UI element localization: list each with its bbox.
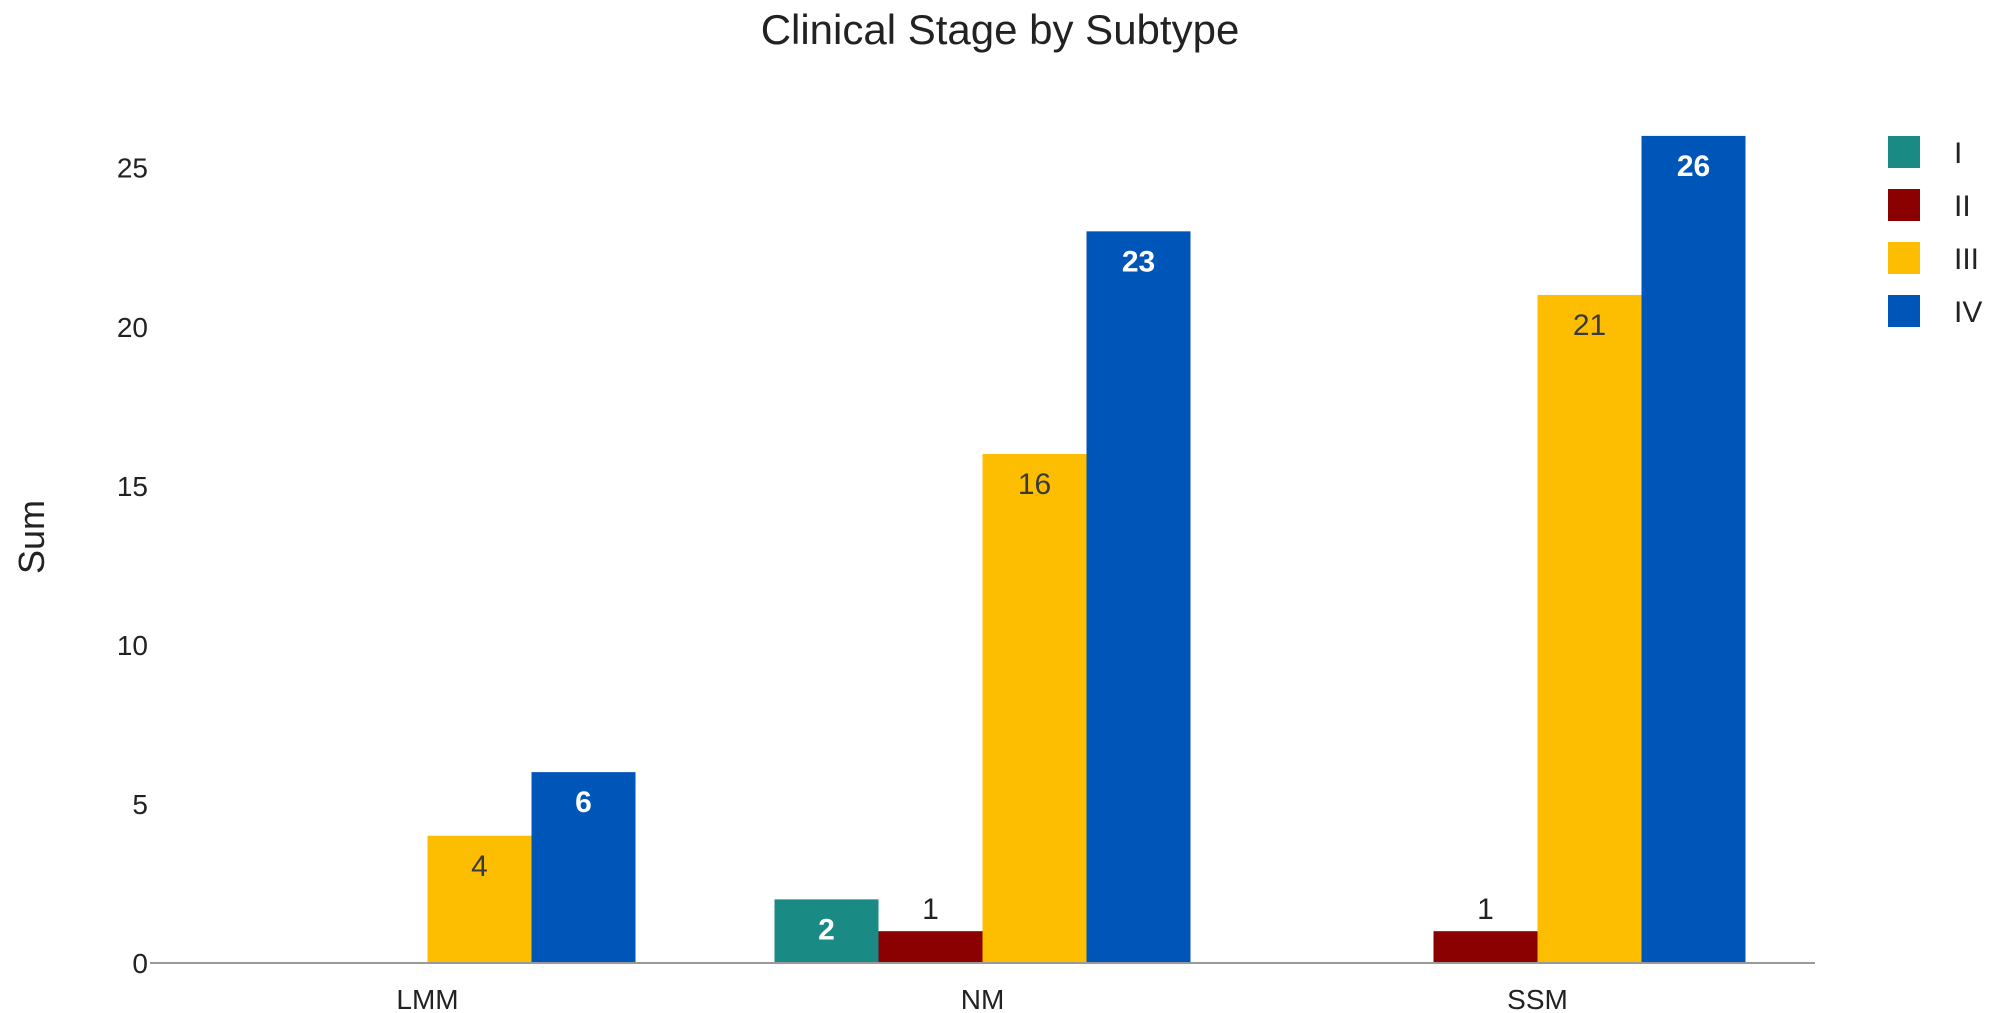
legend-swatch — [1888, 136, 1920, 168]
bar-data-label: 26 — [1677, 150, 1710, 183]
y-tick-label: 5 — [132, 789, 148, 820]
bar — [1537, 294, 1642, 963]
bar — [427, 835, 532, 963]
bar-data-label: 21 — [1573, 309, 1606, 342]
bar — [1433, 931, 1538, 963]
bar-data-label: 16 — [1018, 468, 1051, 501]
bar-data-label: 4 — [471, 850, 488, 883]
y-tick-label: 10 — [117, 630, 148, 661]
legend-swatch — [1888, 295, 1920, 327]
bar — [774, 899, 879, 963]
x-tick-label: NM — [961, 984, 1005, 1013]
legend-label: I — [1954, 137, 1962, 170]
bar-data-label: 6 — [575, 786, 592, 819]
bar — [982, 454, 1087, 963]
y-axis-ticks: 0 5 10 15 20 25 — [117, 153, 148, 979]
bar-data-label: 23 — [1122, 245, 1155, 278]
y-tick-label: 20 — [117, 312, 148, 343]
x-tick-label: LMM — [396, 984, 458, 1013]
bars — [427, 135, 1746, 964]
bar — [531, 772, 636, 963]
legend-label: IV — [1954, 296, 1982, 329]
y-axis-label: Sum — [11, 500, 52, 574]
chart-title: Clinical Stage by Subtype — [761, 6, 1240, 53]
bar — [1641, 135, 1746, 964]
legend-label: III — [1954, 243, 1979, 276]
legend-label: II — [1954, 190, 1971, 223]
x-tick-label: SSM — [1507, 984, 1568, 1013]
legend-swatch — [1888, 242, 1920, 274]
bar-data-label: 1 — [922, 893, 939, 926]
bar — [878, 931, 983, 963]
bar — [1086, 231, 1191, 964]
bar-data-label: 2 — [818, 913, 835, 946]
y-tick-label: 15 — [117, 471, 148, 502]
y-tick-label: 25 — [117, 153, 148, 184]
bar-data-label: 1 — [1477, 893, 1494, 926]
legend-swatch — [1888, 189, 1920, 221]
x-axis-ticks: LMM NM SSM — [396, 984, 1567, 1013]
y-tick-label: 0 — [132, 948, 148, 979]
